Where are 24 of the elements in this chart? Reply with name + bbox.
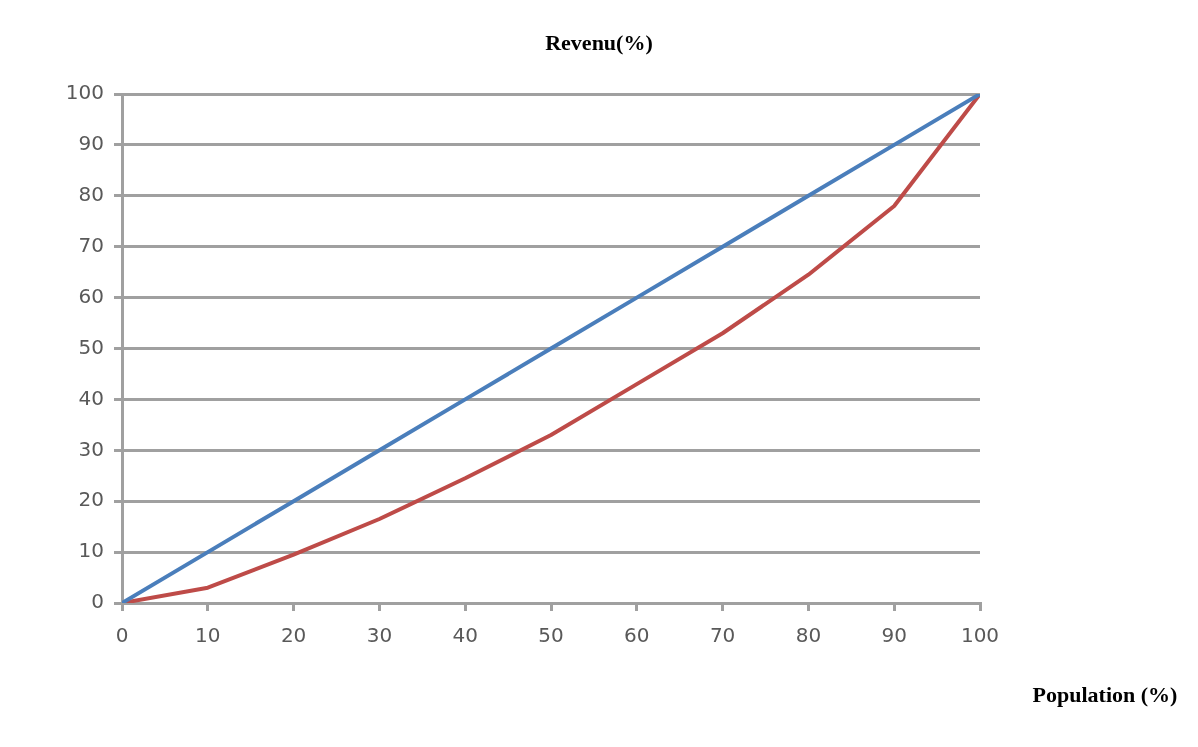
y-axis-title: Revenu(%) bbox=[544, 30, 654, 56]
x-tick-label: 60 bbox=[624, 623, 650, 648]
x-tick-label: 90 bbox=[881, 623, 907, 648]
y-tick-label: 90 bbox=[78, 131, 104, 156]
y-tick-label: 30 bbox=[78, 436, 104, 461]
y-tick-label: 20 bbox=[78, 487, 104, 512]
x-tick-label: 10 bbox=[195, 623, 221, 648]
x-tick-label: 0 bbox=[115, 623, 129, 648]
x-tick-label: 30 bbox=[366, 623, 393, 648]
y-tick-label: 0 bbox=[91, 589, 104, 614]
y-tick-label: 10 bbox=[78, 538, 104, 563]
x-tick-label: 80 bbox=[795, 623, 822, 648]
x-tick-label: 20 bbox=[280, 623, 307, 648]
y-tick-label: 60 bbox=[78, 283, 104, 308]
y-tick-label: 50 bbox=[78, 334, 104, 359]
y-tick-label: 70 bbox=[78, 232, 104, 257]
y-tick-label: 80 bbox=[78, 182, 104, 206]
x-axis-title: Population (%) bbox=[1031, 681, 1179, 709]
x-tick-label: 40 bbox=[452, 623, 478, 648]
y-tick-label: 40 bbox=[78, 385, 104, 410]
y-tick-label: 100 bbox=[65, 80, 104, 105]
x-tick-label: 50 bbox=[538, 623, 564, 648]
x-tick-label: 70 bbox=[709, 623, 736, 648]
x-tick-label: 100 bbox=[960, 623, 1000, 648]
